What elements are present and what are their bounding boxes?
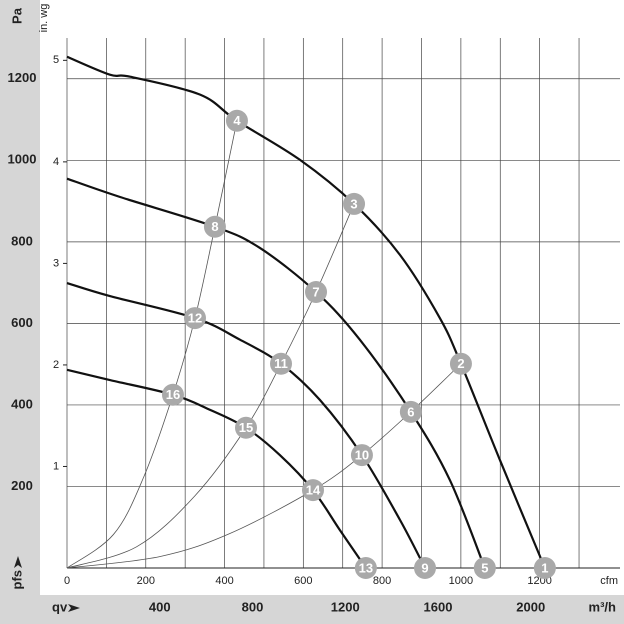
point-label: 16 — [166, 387, 180, 402]
x-tick-label: 1600 — [424, 599, 453, 614]
x2-tick-label: 400 — [215, 575, 233, 587]
operating-point — [399, 400, 422, 423]
operating-point — [161, 383, 184, 406]
operating-point — [533, 557, 556, 579]
bottom-band — [0, 595, 624, 624]
point-label: 5 — [481, 560, 488, 575]
y-tick-label: 600 — [11, 315, 33, 330]
x-tick-label: 1200 — [331, 599, 360, 614]
x2-tick-label: 0 — [64, 575, 70, 587]
y-tick-label: 400 — [11, 396, 33, 411]
point-label: 6 — [407, 404, 414, 419]
operating-point — [414, 557, 437, 579]
x-tick-label: 2000 — [516, 599, 545, 614]
y2-tick-label: 5 — [53, 54, 59, 66]
point-label: 15 — [239, 420, 253, 435]
arrow — [68, 604, 80, 612]
x2-unit: cfm — [600, 575, 618, 587]
y2-tick-label: 3 — [53, 257, 59, 269]
y2-tick-label: 2 — [53, 359, 59, 371]
y2-tick-label: 1 — [53, 460, 59, 472]
point-label: 10 — [355, 448, 369, 463]
point-label: 8 — [211, 219, 218, 234]
point-label: 13 — [359, 560, 373, 575]
operating-point — [270, 352, 293, 375]
operating-point — [183, 307, 206, 330]
x2-tick-label: 600 — [294, 575, 312, 587]
x2-tick-label: 200 — [137, 575, 155, 587]
y-tick-label: 800 — [11, 233, 33, 248]
operating-point — [203, 215, 226, 238]
operating-point — [235, 416, 258, 439]
point-label: 9 — [421, 560, 428, 575]
operating-point — [305, 280, 328, 303]
corner-label: pfs — [9, 570, 24, 590]
operating-point — [302, 479, 325, 502]
x-axis-label: qv — [52, 599, 68, 614]
operating-point — [343, 192, 366, 215]
x-tick-label: 400 — [149, 599, 171, 614]
point-label: 12 — [188, 311, 202, 326]
operating-point — [354, 557, 377, 579]
point-label: 11 — [274, 356, 288, 371]
y-axis-label: Pa — [9, 7, 24, 24]
operating-point — [473, 557, 496, 579]
fan-curve — [66, 55, 546, 569]
y2-axis-label: in. wg — [38, 4, 50, 33]
point-label: 14 — [306, 483, 321, 498]
operating-point — [350, 444, 373, 467]
y-tick-label: 200 — [11, 478, 33, 493]
point-label: 3 — [350, 196, 357, 211]
x-tick-label: 800 — [242, 599, 264, 614]
x2-tick-label: 800 — [373, 575, 391, 587]
y-tick-label: 1200 — [8, 70, 37, 85]
x-unit: m³/h — [589, 599, 617, 614]
operating-point — [225, 109, 248, 132]
arrow — [14, 556, 22, 568]
y2-tick-label: 4 — [53, 156, 59, 168]
operating-point — [449, 352, 472, 375]
point-label: 1 — [541, 560, 548, 575]
x2-tick-label: 1000 — [449, 575, 473, 587]
point-label: 4 — [233, 113, 241, 128]
point-label: 7 — [312, 284, 319, 299]
y-tick-label: 1000 — [8, 152, 37, 167]
left-band — [0, 0, 40, 624]
point-label: 2 — [457, 356, 464, 371]
